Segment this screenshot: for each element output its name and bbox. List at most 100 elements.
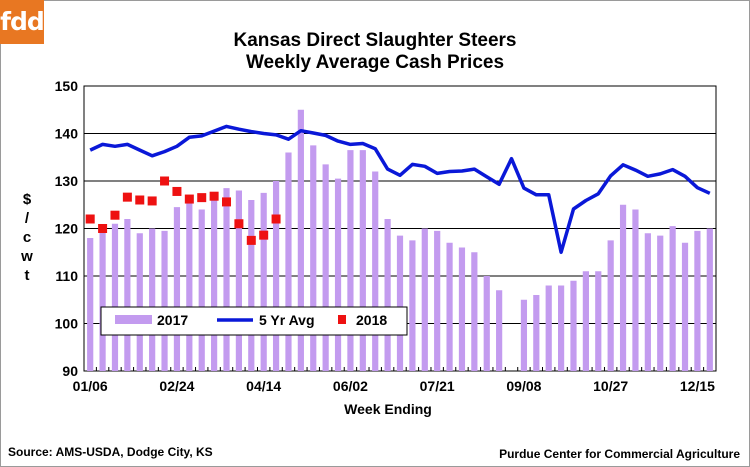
bar-2017: [297, 109, 304, 371]
point-2018: [246, 235, 256, 245]
bar-2017: [396, 235, 404, 371]
point-2018: [184, 194, 194, 204]
points-2018: [85, 176, 281, 245]
bar-2017: [384, 219, 391, 371]
bar-2017: [558, 285, 565, 371]
point-2018: [160, 176, 170, 186]
bar-2017: [198, 209, 205, 371]
bar-2017: [570, 280, 577, 371]
point-2018: [172, 186, 182, 196]
chart-title-line-1: Kansas Direct Slaughter Steers: [233, 30, 517, 51]
x-tick-labels: 01/06 02/24 04/14 06/02 07/21 09/08 10/27 12/15: [73, 367, 717, 394]
legend-swatch-2017: [115, 315, 152, 324]
bar-2017: [669, 226, 676, 371]
bar-2017: [681, 242, 689, 371]
bar-2017: [235, 190, 242, 371]
point-2018: [197, 193, 207, 203]
x-tick-label: 06/02: [333, 378, 368, 394]
chart-title: Kansas Direct Slaughter Steers Weekly Av…: [0, 30, 750, 74]
point-2018: [147, 196, 157, 206]
bar-2017: [483, 276, 490, 371]
bar-2017: [632, 209, 639, 371]
x-axis-title: Week Ending: [344, 401, 432, 417]
line-5yr-avg: [89, 124, 711, 255]
y-tick-label: 120: [55, 221, 79, 237]
point-2018: [122, 192, 132, 202]
bar-2017: [260, 192, 267, 371]
y-tick-label: 100: [55, 316, 79, 332]
legend-label-5yr-avg: 5 Yr Avg: [259, 312, 315, 328]
bar-2017: [533, 295, 540, 371]
bar-2017: [347, 150, 354, 371]
x-tick-label: 04/14: [246, 378, 281, 394]
bar-2017: [582, 271, 589, 371]
y-tick-label: 90: [62, 363, 78, 379]
bar-2017: [186, 197, 193, 371]
bar-2017: [644, 233, 651, 371]
bar-2017: [248, 200, 255, 371]
point-2018: [85, 214, 95, 224]
bars-2017: [87, 109, 713, 371]
source-note: Source: AMS-USDA, Dodge City, KS: [8, 445, 213, 459]
bar-2017: [136, 233, 143, 371]
point-2018: [234, 219, 244, 229]
y-axis-label-char: /: [24, 210, 30, 227]
bar-2017: [359, 150, 366, 371]
bar-2017: [421, 228, 428, 371]
bar-2017: [458, 247, 466, 371]
credit-note: Purdue Center for Commercial Agriculture: [499, 447, 740, 461]
bar-2017: [520, 299, 528, 371]
x-tick-label: 02/24: [159, 378, 194, 394]
point-2018: [222, 197, 232, 207]
y-tick-label: 130: [55, 173, 79, 189]
bar-2017: [310, 145, 317, 371]
bar-2017: [111, 223, 119, 371]
legend-swatch-2018: [338, 315, 346, 324]
y-axis-label-char: $: [22, 191, 32, 208]
bar-2017: [372, 171, 379, 371]
y-tick-labels: 90 100 110 120 130 140 150: [55, 78, 79, 379]
x-tick-label: 10/27: [593, 378, 628, 394]
fdd-logo: fdd: [0, 0, 45, 44]
bar-2017: [619, 204, 627, 371]
bar-2017: [694, 230, 701, 371]
bar-2017: [334, 178, 342, 371]
line-5yr-avg-path: [89, 124, 711, 255]
point-2018: [209, 191, 219, 201]
bar-2017: [211, 195, 218, 371]
legend-label-2017: 2017: [157, 312, 188, 328]
bar-2017: [496, 290, 503, 371]
bar-2017: [161, 230, 168, 371]
point-2018: [135, 195, 145, 205]
y-axis-label-char: w: [21, 248, 33, 265]
bar-2017: [99, 228, 106, 371]
legend: 2017 5 Yr Avg 2018: [100, 306, 408, 336]
bar-2017: [149, 228, 156, 371]
bar-2017: [657, 235, 664, 371]
point-2018: [271, 214, 281, 224]
y-axis-label: $ / c w t: [16, 190, 38, 285]
bar-2017: [595, 271, 602, 371]
x-tick-label: 07/21: [420, 378, 455, 394]
bar-2017: [607, 240, 614, 371]
legend-label-2018: 2018: [356, 312, 387, 328]
point-2018: [259, 230, 269, 240]
x-tick-label: 01/06: [73, 378, 108, 394]
y-tick-label: 140: [55, 126, 79, 142]
y-axis-label-char: c: [22, 229, 32, 246]
bar-2017: [706, 228, 713, 371]
bar-2017: [124, 219, 131, 371]
bar-2017: [223, 188, 230, 371]
bar-2017: [545, 285, 552, 371]
point-2018: [110, 210, 120, 220]
chart-title-line-2: Weekly Average Cash Prices: [245, 52, 505, 73]
bar-2017: [322, 164, 329, 371]
y-tick-label: 110: [55, 268, 78, 284]
bar-2017: [434, 230, 441, 371]
x-tick-label: 09/08: [506, 378, 541, 394]
bar-2017: [285, 152, 292, 371]
y-tick-label: 150: [55, 78, 79, 94]
x-tick-label: 12/15: [680, 378, 715, 394]
bar-2017: [173, 207, 181, 371]
